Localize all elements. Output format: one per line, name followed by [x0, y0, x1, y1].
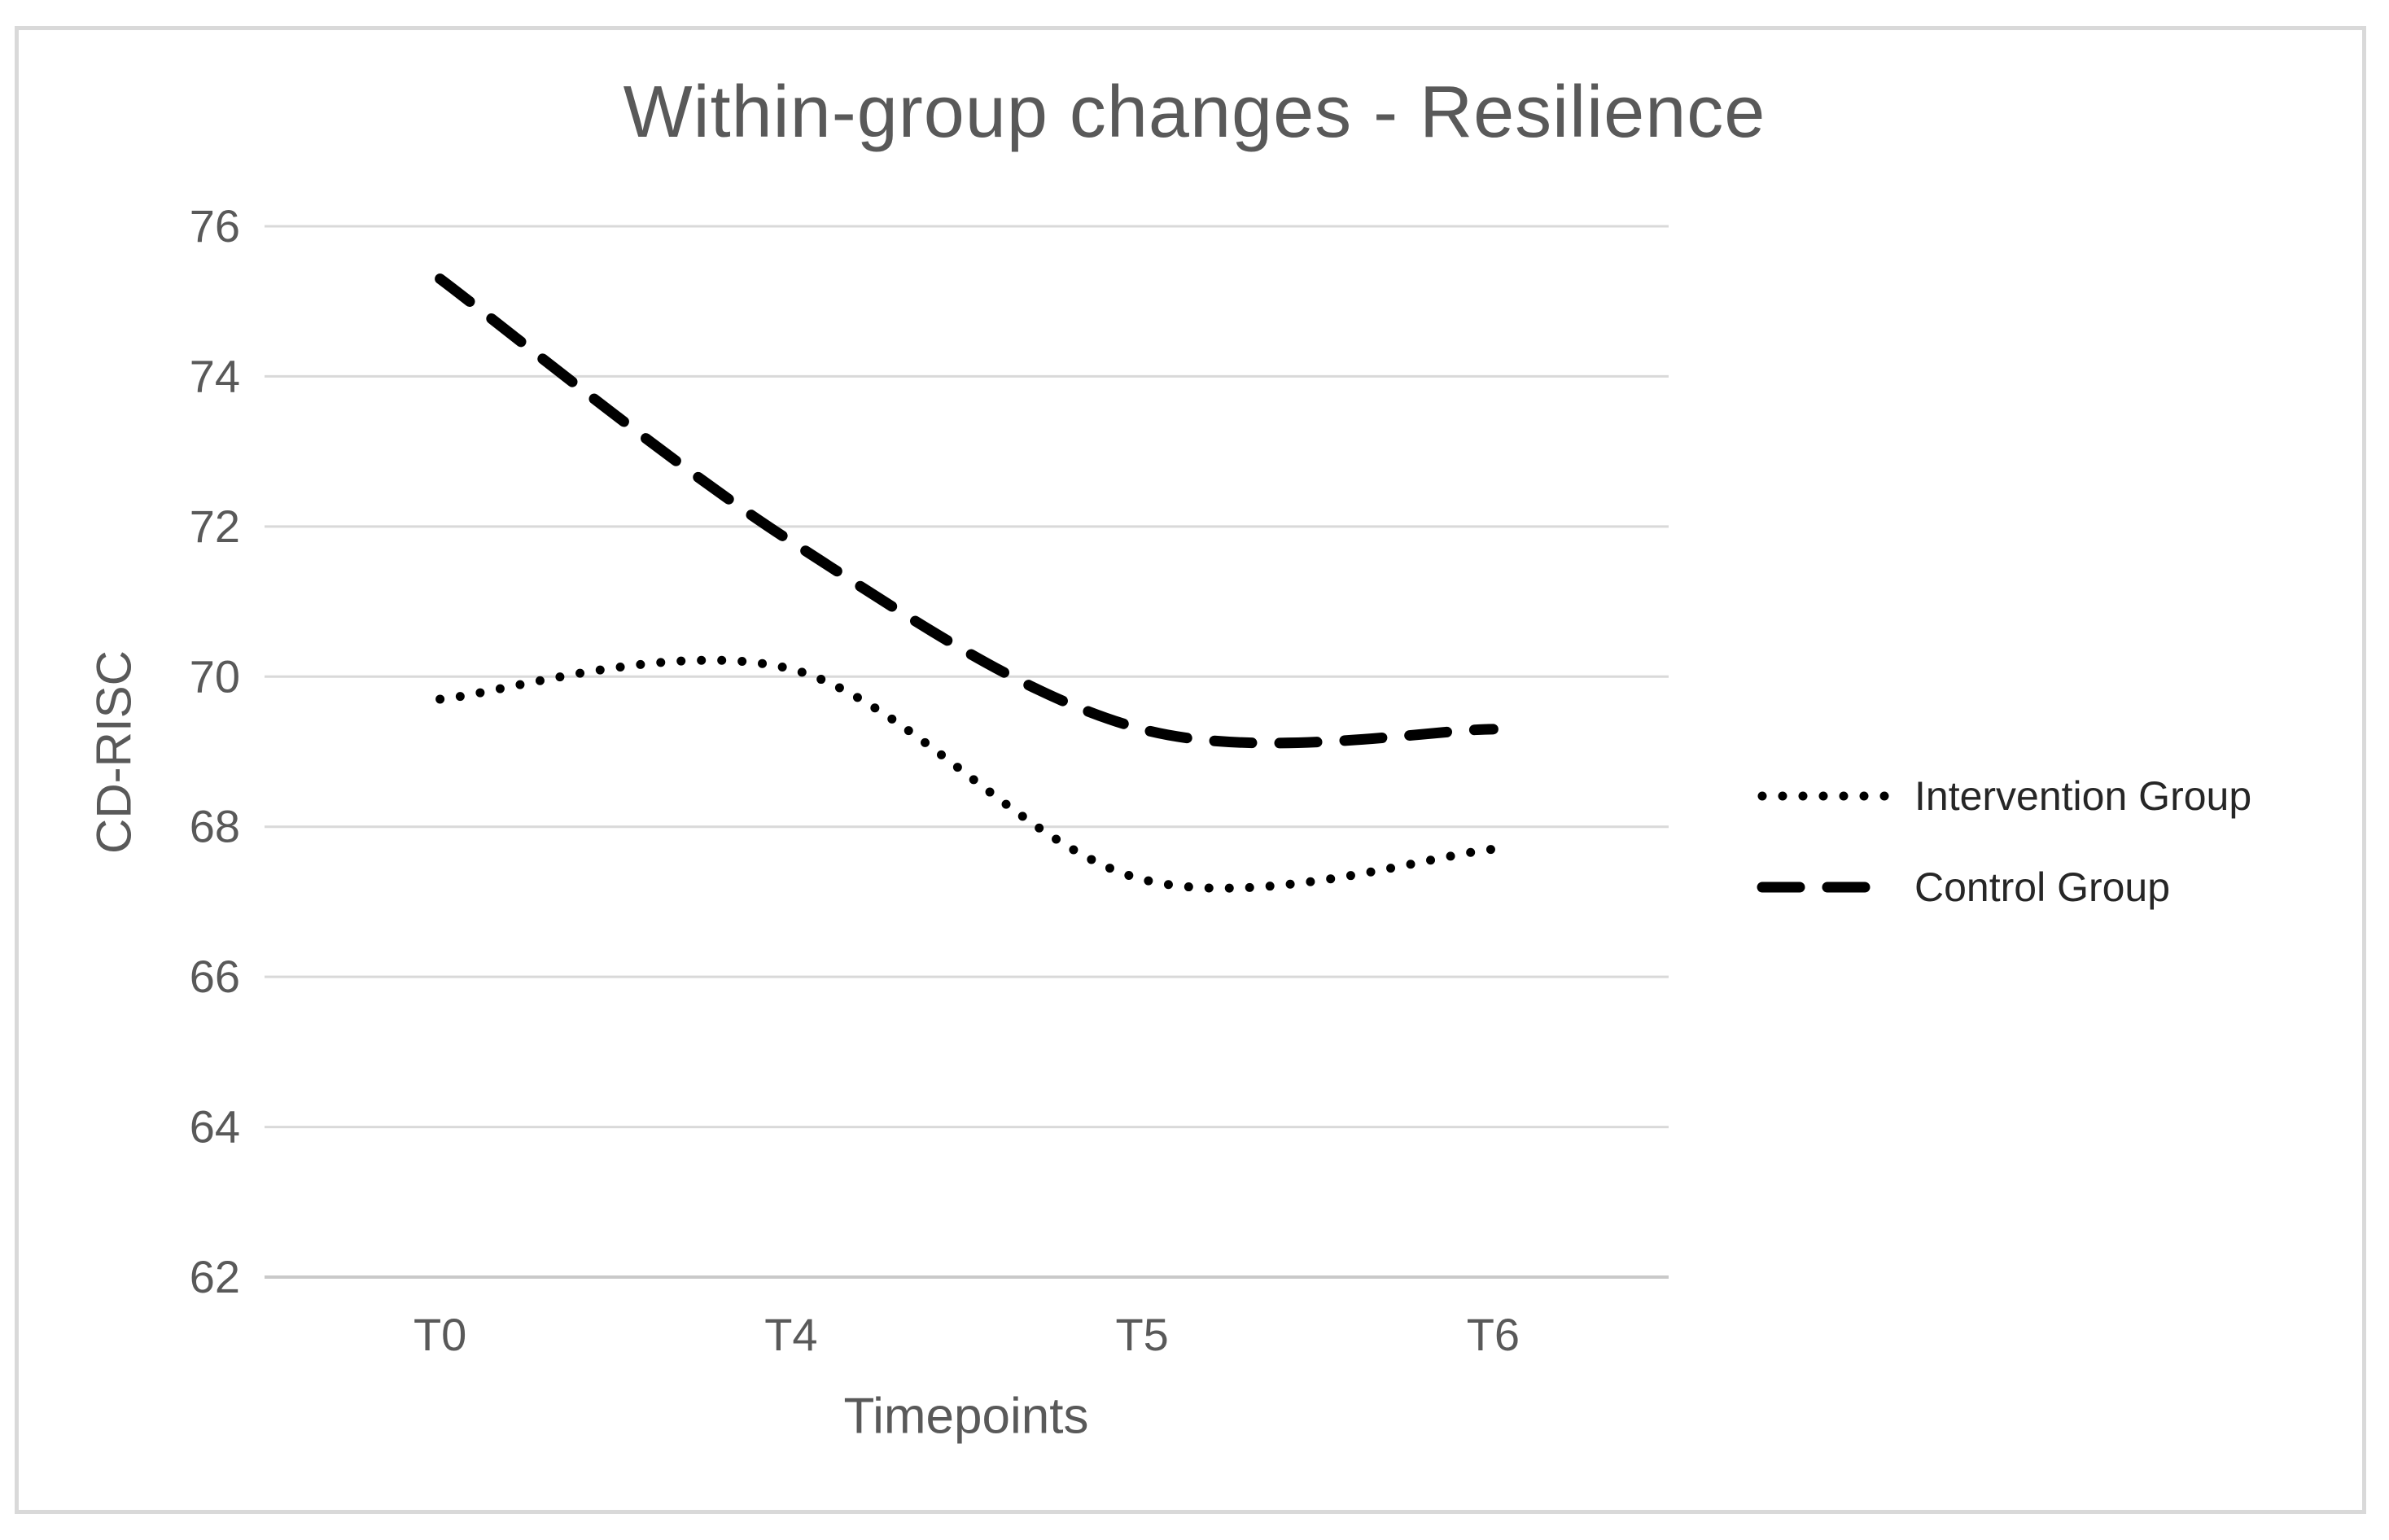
series-line-dashed	[435, 273, 1499, 749]
dotted-line-marker	[1757, 791, 1910, 801]
dashed-line-marker	[1757, 882, 1879, 893]
y-tick-label: 62	[190, 1251, 240, 1302]
x-tick-label: T0	[413, 1309, 466, 1360]
chart-title: Within-group changes - Resilience	[623, 72, 1766, 153]
legend-label-intervention: Intervention Group	[1914, 773, 2252, 819]
y-tick-label: 66	[190, 951, 240, 1002]
x-tick-label: T5	[1115, 1309, 1168, 1360]
y-tick-label: 68	[190, 801, 240, 852]
x-tick-label: T6	[1467, 1309, 1520, 1360]
legend: Intervention Group Control Group	[1756, 772, 2251, 912]
y-axis-title: CD-RISC	[86, 650, 142, 854]
y-tick-label: 72	[190, 501, 240, 552]
y-tick-label: 64	[190, 1101, 240, 1153]
legend-item-intervention: Intervention Group	[1756, 772, 2251, 820]
y-tick-label: 74	[190, 350, 240, 401]
legend-item-control: Control Group	[1756, 863, 2251, 912]
chart-border	[15, 26, 2366, 1514]
series-line-dotted	[435, 655, 1498, 893]
legend-label-control: Control Group	[1914, 864, 2171, 910]
x-axis-title: Timepoints	[843, 1388, 1089, 1445]
x-tick-label: T4	[764, 1309, 817, 1360]
y-tick-label: 70	[190, 650, 240, 702]
y-tick-label: 76	[190, 200, 240, 252]
